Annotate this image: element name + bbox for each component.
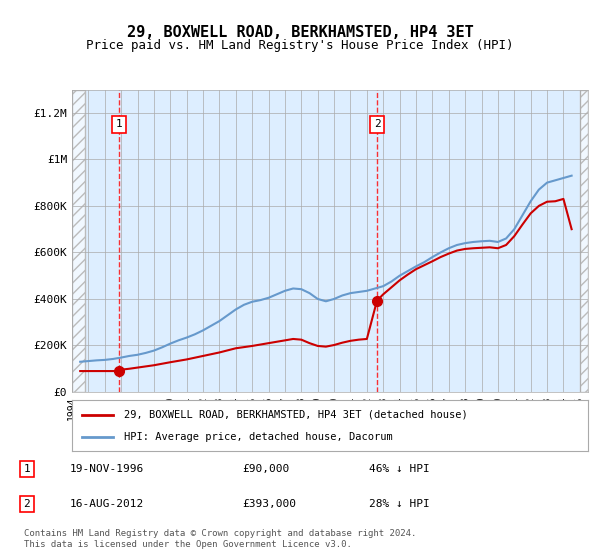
Text: 1: 1 [116, 119, 122, 129]
Bar [580, 90, 588, 392]
Text: £90,000: £90,000 [242, 464, 290, 474]
Text: 1: 1 [23, 464, 30, 474]
Text: 29, BOXWELL ROAD, BERKHAMSTED, HP4 3ET (detached house): 29, BOXWELL ROAD, BERKHAMSTED, HP4 3ET (… [124, 409, 467, 419]
Text: 16-AUG-2012: 16-AUG-2012 [70, 499, 144, 509]
Text: 19-NOV-1996: 19-NOV-1996 [70, 464, 144, 474]
Bar [72, 90, 85, 392]
Text: Price paid vs. HM Land Registry's House Price Index (HPI): Price paid vs. HM Land Registry's House … [86, 39, 514, 52]
Text: 2: 2 [23, 499, 30, 509]
Text: 2: 2 [374, 119, 380, 129]
Text: HPI: Average price, detached house, Dacorum: HPI: Average price, detached house, Daco… [124, 432, 392, 442]
Bar [72, 90, 85, 392]
Text: Contains HM Land Registry data © Crown copyright and database right 2024.
This d: Contains HM Land Registry data © Crown c… [24, 529, 416, 549]
Text: £393,000: £393,000 [242, 499, 296, 509]
Text: 46% ↓ HPI: 46% ↓ HPI [369, 464, 430, 474]
Text: 29, BOXWELL ROAD, BERKHAMSTED, HP4 3ET: 29, BOXWELL ROAD, BERKHAMSTED, HP4 3ET [127, 25, 473, 40]
Text: 28% ↓ HPI: 28% ↓ HPI [369, 499, 430, 509]
Bar [580, 90, 588, 392]
